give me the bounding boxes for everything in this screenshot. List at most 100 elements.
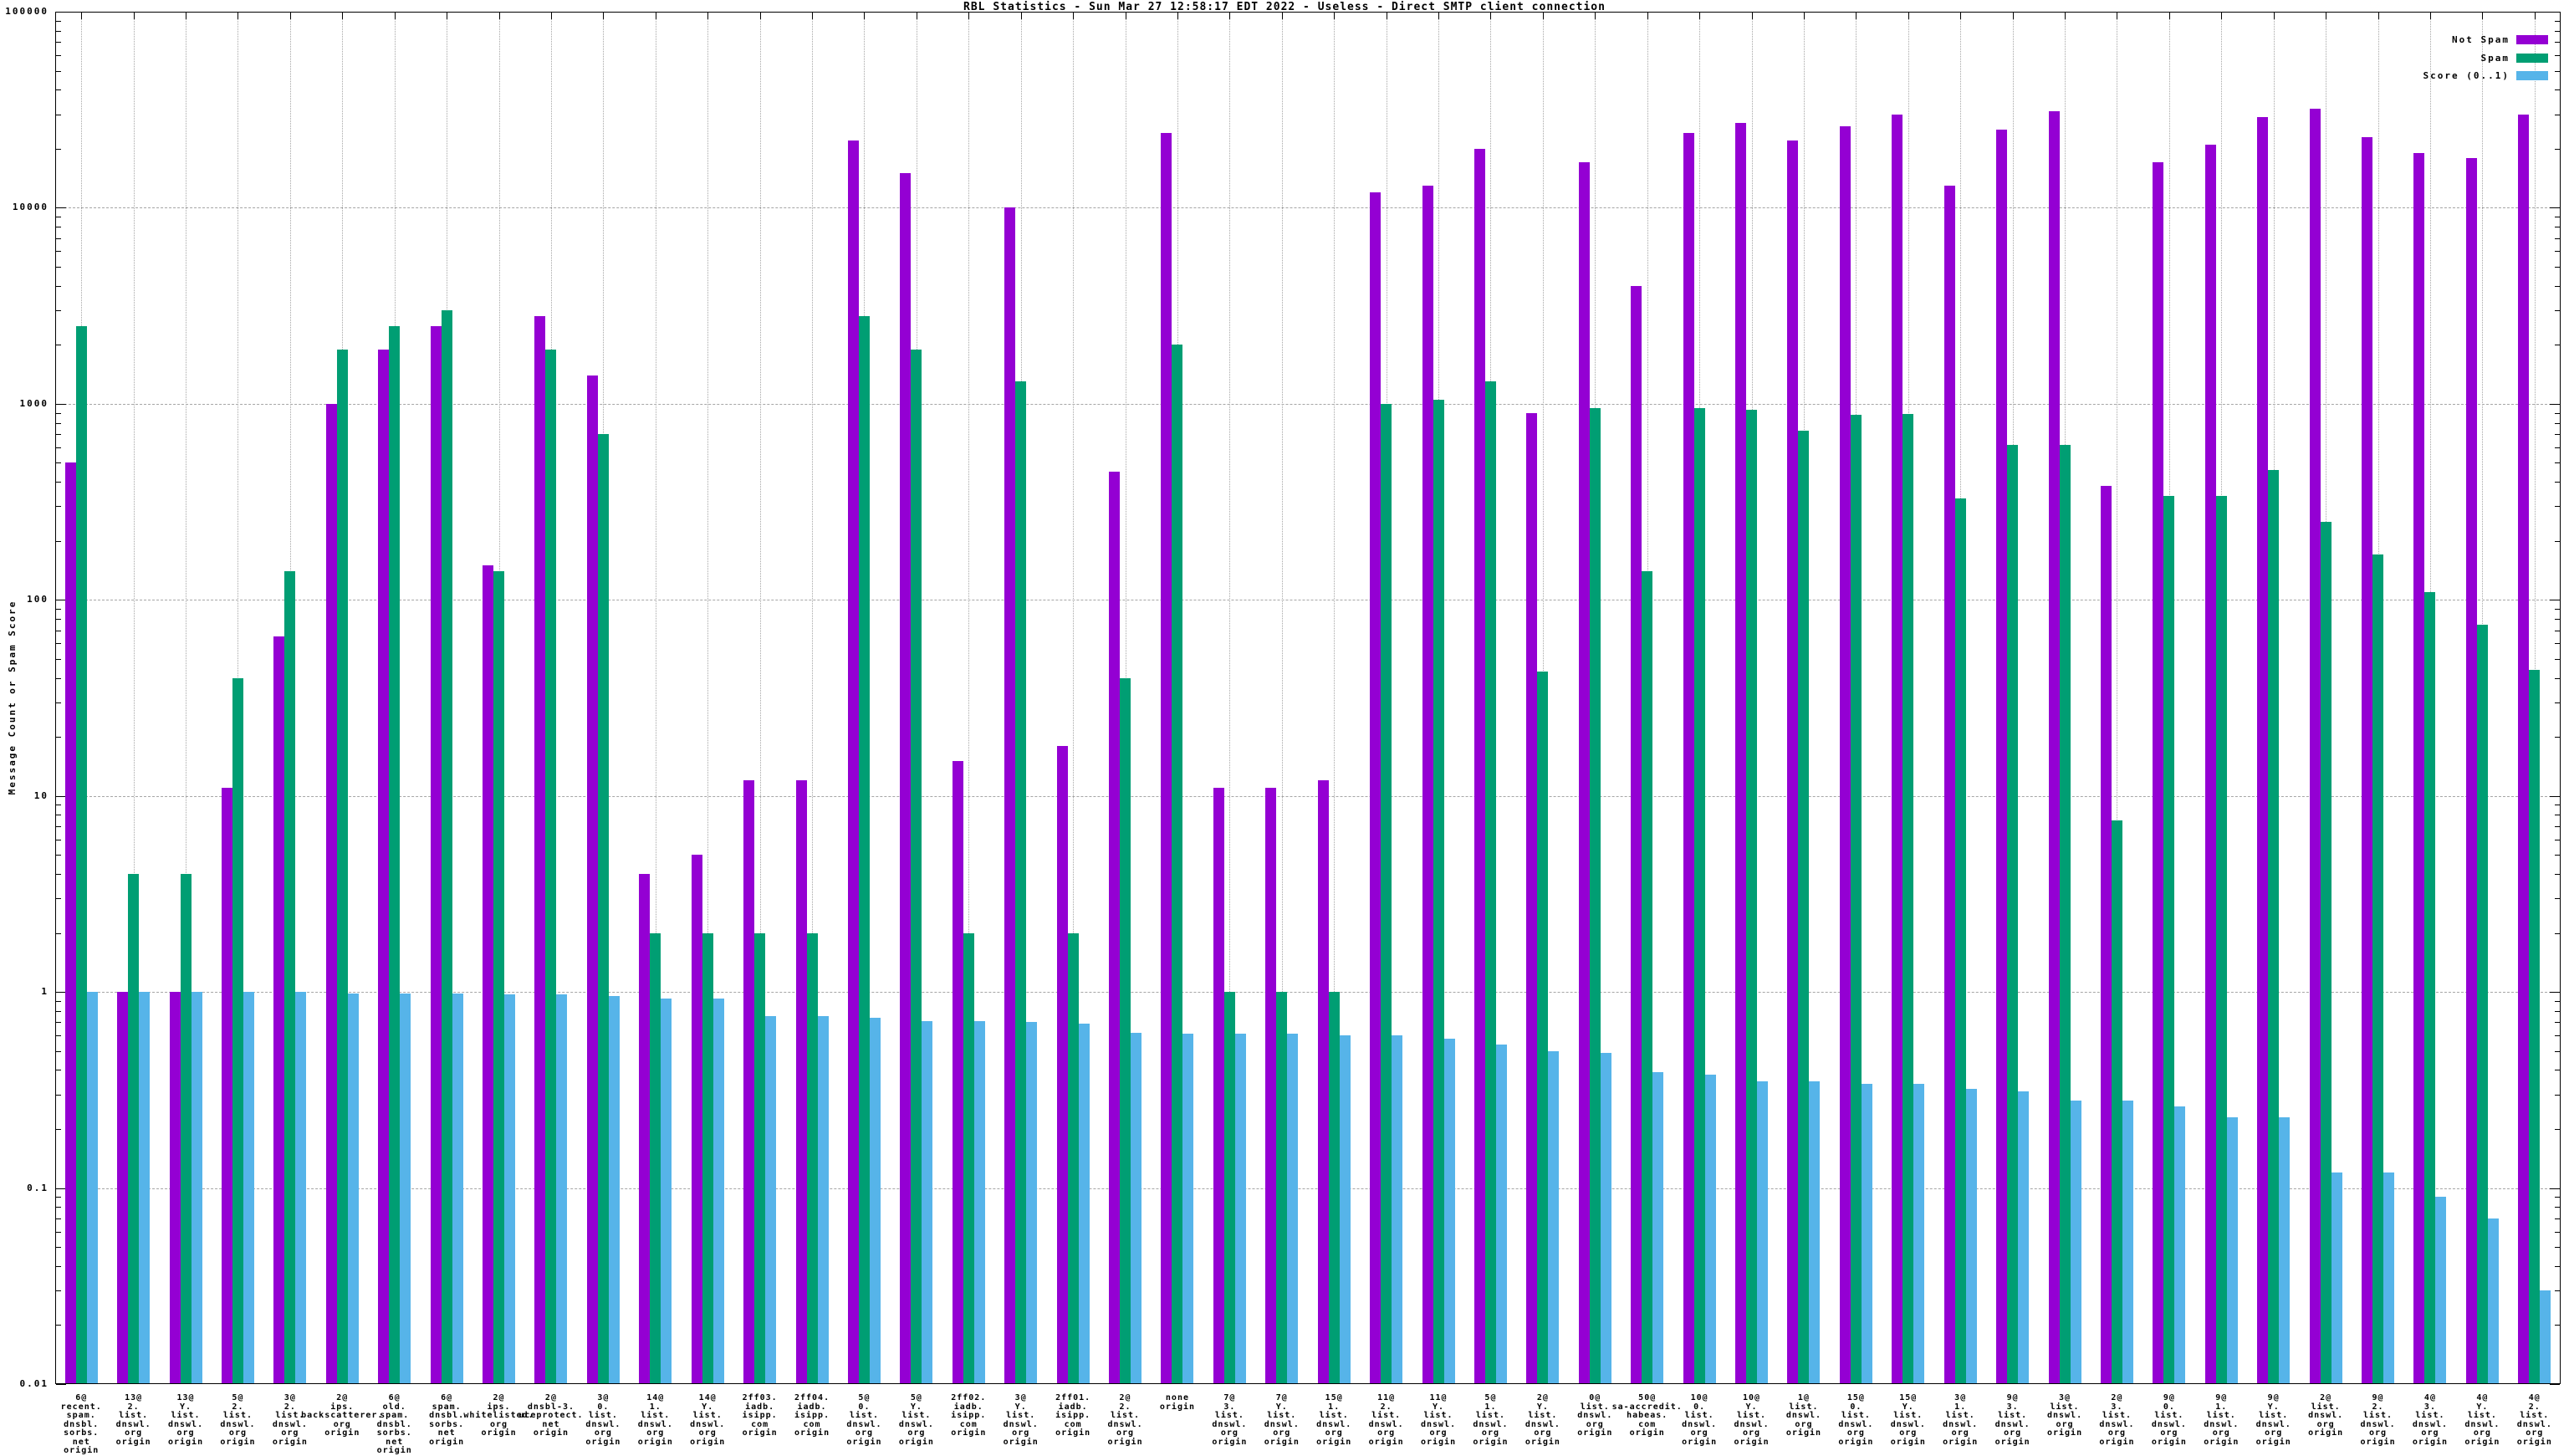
axis-tick [56,992,66,994]
x-category-label: 2@ ips. backscatterer. org origin [301,1393,384,1438]
bar-score [1234,1034,1246,1383]
bar-score [1131,1032,1142,1383]
legend-swatch-score-0-1- [2516,71,2548,80]
axis-tick [56,1050,61,1052]
axis-tick [56,42,61,43]
y-tick-label: 10 [33,789,49,801]
axis-tick [56,826,61,828]
bar-not-spam [1473,148,1485,1383]
axis-tick [56,447,61,448]
bar-spam [1172,345,1183,1383]
axis-tick [1020,13,1022,19]
bar-spam [389,325,401,1383]
x-category-label: 2ff01. iadb. isipp. com origin [1055,1393,1091,1438]
bar-not-spam [586,375,598,1383]
x-category-label: 3@ 1. list. dnswl. org origin [1943,1393,1979,1447]
axis-tick [1073,13,1075,19]
axis-tick [864,13,866,19]
axis-tick [2534,13,2536,19]
x-category-label: 3@ 2. list. dnswl. org origin [272,1393,308,1447]
gridline-v [133,13,135,1383]
x-category-label: 13@ 2. list. dnswl. org origin [115,1393,151,1447]
bar-score [1443,1038,1455,1383]
bar-not-spam [325,403,337,1383]
x-category-label: 0@ list. dnswl. org origin [1577,1393,1613,1438]
axis-tick [2555,506,2560,508]
axis-tick [2555,1231,2560,1233]
axis-tick [1699,13,1701,19]
gridline-h [56,207,2560,209]
bar-spam [2320,521,2332,1383]
axis-tick [2555,285,2560,287]
bar-spam [284,571,296,1383]
axis-tick [56,1207,61,1208]
gridline-v [812,13,814,1383]
axis-tick [2550,1188,2560,1189]
bar-not-spam [1370,192,1382,1383]
bar-not-spam [952,761,963,1383]
axis-tick [394,13,396,19]
axis-tick [1803,13,1805,19]
bar-score [1026,1022,1038,1383]
bar-spam [128,874,140,1383]
x-category-label: 2ff04. iadb. isipp. com origin [794,1393,830,1438]
axis-tick [1647,13,1648,19]
axis-tick [56,702,61,703]
bar-not-spam [2518,114,2530,1383]
bar-spam [493,571,505,1383]
bar-score [2435,1197,2447,1383]
bar-spam [441,310,452,1383]
bar-score [2122,1100,2133,1383]
bar-not-spam [2204,144,2216,1383]
bar-not-spam [221,788,232,1383]
axis-tick [56,55,61,56]
gridline-v [759,13,761,1383]
y-tick-label: 1 [41,986,49,998]
x-category-label: 13@ Y. list. dnswl. org origin [167,1393,204,1447]
bar-not-spam [1735,123,1747,1383]
bar-spam [1381,403,1392,1383]
axis-tick [56,482,61,483]
bar-not-spam [1683,133,1694,1383]
axis-tick [2377,13,2379,19]
legend-swatch-not-spam [2516,35,2548,44]
bar-spam [963,932,974,1383]
axis-tick [2555,619,2560,620]
bar-spam [1120,677,1131,1383]
axis-tick [2555,42,2560,43]
bar-spam [1902,413,1914,1383]
axis-tick [2555,1290,2560,1292]
bar-spam [2059,444,2071,1383]
bar-not-spam [169,992,181,1383]
bar-not-spam [1317,780,1329,1383]
bar-not-spam [1265,788,1277,1383]
axis-tick [1334,13,1336,19]
axis-tick [56,932,61,934]
gridline-v [968,13,970,1383]
axis-tick [2555,1325,2560,1326]
axis-tick [2555,1207,2560,1208]
bar-spam [1067,932,1079,1383]
x-category-label: 2@ list. dnswl. org origin [2308,1393,2344,1438]
bar-spam [1223,992,1235,1383]
bar-spam [1693,408,1705,1383]
bar-score [1652,1072,1664,1383]
axis-tick [56,148,61,150]
gridline-v [707,13,709,1383]
axis-tick [133,13,135,19]
y-tick-label: 0.01 [19,1378,49,1389]
x-category-label: 11@ Y. list. dnswl. org origin [1420,1393,1457,1447]
axis-tick [707,13,709,19]
bar-not-spam [273,636,285,1383]
bar-not-spam [2413,153,2425,1383]
x-category-label: 15@ 1. list. dnswl. org origin [1316,1393,1352,1447]
axis-tick [56,207,66,209]
bar-not-spam [430,325,442,1383]
bar-spam [1328,992,1340,1383]
axis-tick [56,677,61,679]
bar-score [1548,1050,1560,1383]
bar-not-spam [1892,114,1903,1383]
bar-score [2487,1218,2499,1383]
legend-label: Spam [2480,52,2510,64]
